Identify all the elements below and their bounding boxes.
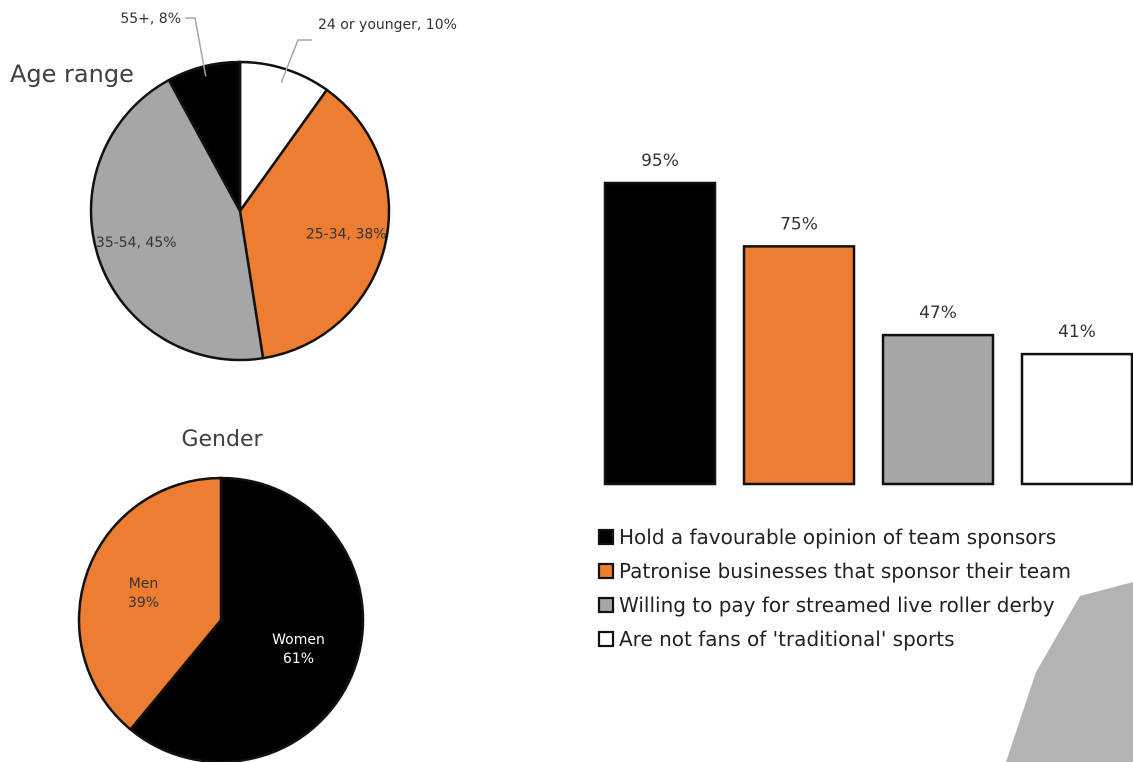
decorative-shape (1006, 582, 1133, 762)
bar-are-not-fans-of-traditional-sports (1020, 352, 1133, 486)
gender-value-women: 61% (283, 651, 314, 667)
age-leader-line-55 (185, 17, 207, 77)
age-slice-35-54 (89, 78, 265, 362)
legend-label-are-not-fans-of-traditional-sports: Are not fans of 'traditional' sports (619, 627, 955, 651)
gender-pie-chart: Women 61% Men 39% (77, 476, 365, 762)
bar-value-label-are-not-fans-of-traditional-sports: 41% (1058, 322, 1096, 342)
legend-label-patronise-businesses-that-sponsor-their-team: Patronise businesses that sponsor their … (619, 559, 1071, 583)
age-slice-25-34 (238, 88, 391, 360)
legend-label-hold-a-favourable-opinion-of-team-sponsors: Hold a favourable opinion of team sponso… (619, 525, 1056, 549)
gender-slice-men (77, 476, 223, 732)
bar-chart: 95% 75% 47% 41% (603, 151, 1133, 486)
bar-value-label-willing-to-pay-for-streamed-live-roller-derby: 47% (919, 303, 957, 323)
age-slice-24-or-younger (238, 60, 329, 215)
bar-patronise-businesses-that-sponsor-their-team (742, 245, 856, 486)
age-label-25-34: 25-34, 38% (306, 226, 387, 242)
legend-swatch-patronise-businesses-that-sponsor-their-team (597, 562, 615, 580)
legend-label-willing-to-pay-for-streamed-live-roller-derby: Willing to pay for streamed live roller … (619, 593, 1055, 617)
age-pie-chart: 24 or younger, 10% 25-34, 38% 35-54, 45% 55… (89, 11, 457, 362)
age-label-55: 55+, 8% (120, 11, 181, 27)
gender-pie-title: Gender (181, 427, 263, 452)
legend-swatch-willing-to-pay-for-streamed-live-roller-derby (597, 596, 615, 614)
legend-swatch-hold-a-favourable-opinion-of-team-sponsors (597, 528, 615, 546)
gender-label-women: Women (272, 632, 325, 648)
age-pie-title: Age range (10, 60, 134, 88)
bar-value-label-patronise-businesses-that-sponsor-their-team: 75% (780, 214, 818, 234)
bar-hold-a-favourable-opinion-of-team-sponsors (603, 181, 717, 486)
gender-label-men: Men (129, 576, 159, 592)
bar-legend: Hold a favourable opinion of team sponso… (597, 525, 1071, 651)
gender-slice-women (128, 476, 365, 762)
bar-value-label-hold-a-favourable-opinion-of-team-sponsors: 95% (641, 151, 679, 171)
age-label-35-54: 35-54, 45% (96, 235, 177, 251)
age-leader-line-24-or-younger (280, 39, 312, 83)
age-label-24-or-younger: 24 or younger, 10% (318, 17, 457, 33)
gender-value-men: 39% (128, 595, 159, 611)
legend-swatch-are-not-fans-of-traditional-sports (597, 630, 615, 648)
bar-willing-to-pay-for-streamed-live-roller-derby (881, 333, 995, 486)
